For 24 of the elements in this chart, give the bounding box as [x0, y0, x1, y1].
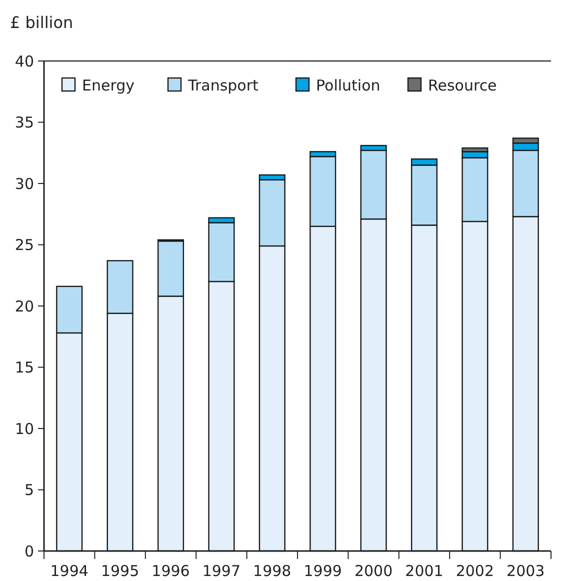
x-tick-label: 2002	[456, 562, 494, 580]
y-tick-label: 25	[14, 236, 34, 254]
y-tick-label: 0	[24, 542, 34, 560]
y-tick-label: 5	[24, 481, 34, 499]
x-tick-label: 1998	[253, 562, 292, 580]
y-tick-label: 35	[14, 114, 34, 132]
x-tick-label: 2001	[405, 562, 444, 580]
y-tick-label: 15	[14, 358, 34, 376]
y-tick-label: 30	[14, 174, 34, 193]
x-tick-label: 1999	[304, 562, 342, 580]
x-tick-label: 1996	[152, 562, 190, 580]
y-tick-label: 20	[14, 297, 34, 316]
y-tick-label: 10	[14, 420, 34, 438]
legend-label: Resource	[428, 76, 497, 94]
x-tick-label: 1994	[50, 562, 88, 580]
x-tick-label: 1995	[100, 562, 140, 580]
legend-label: Pollution	[316, 76, 380, 94]
x-tick-label: 2003	[506, 562, 545, 580]
legend-label: Energy	[82, 76, 135, 94]
x-tick-label: 2000	[354, 562, 393, 580]
x-tick-label: 1997	[202, 562, 241, 580]
y-axis-title: £ billion	[10, 13, 74, 32]
legend-label: Transport	[187, 76, 259, 94]
y-tick-label: 40	[14, 52, 34, 70]
